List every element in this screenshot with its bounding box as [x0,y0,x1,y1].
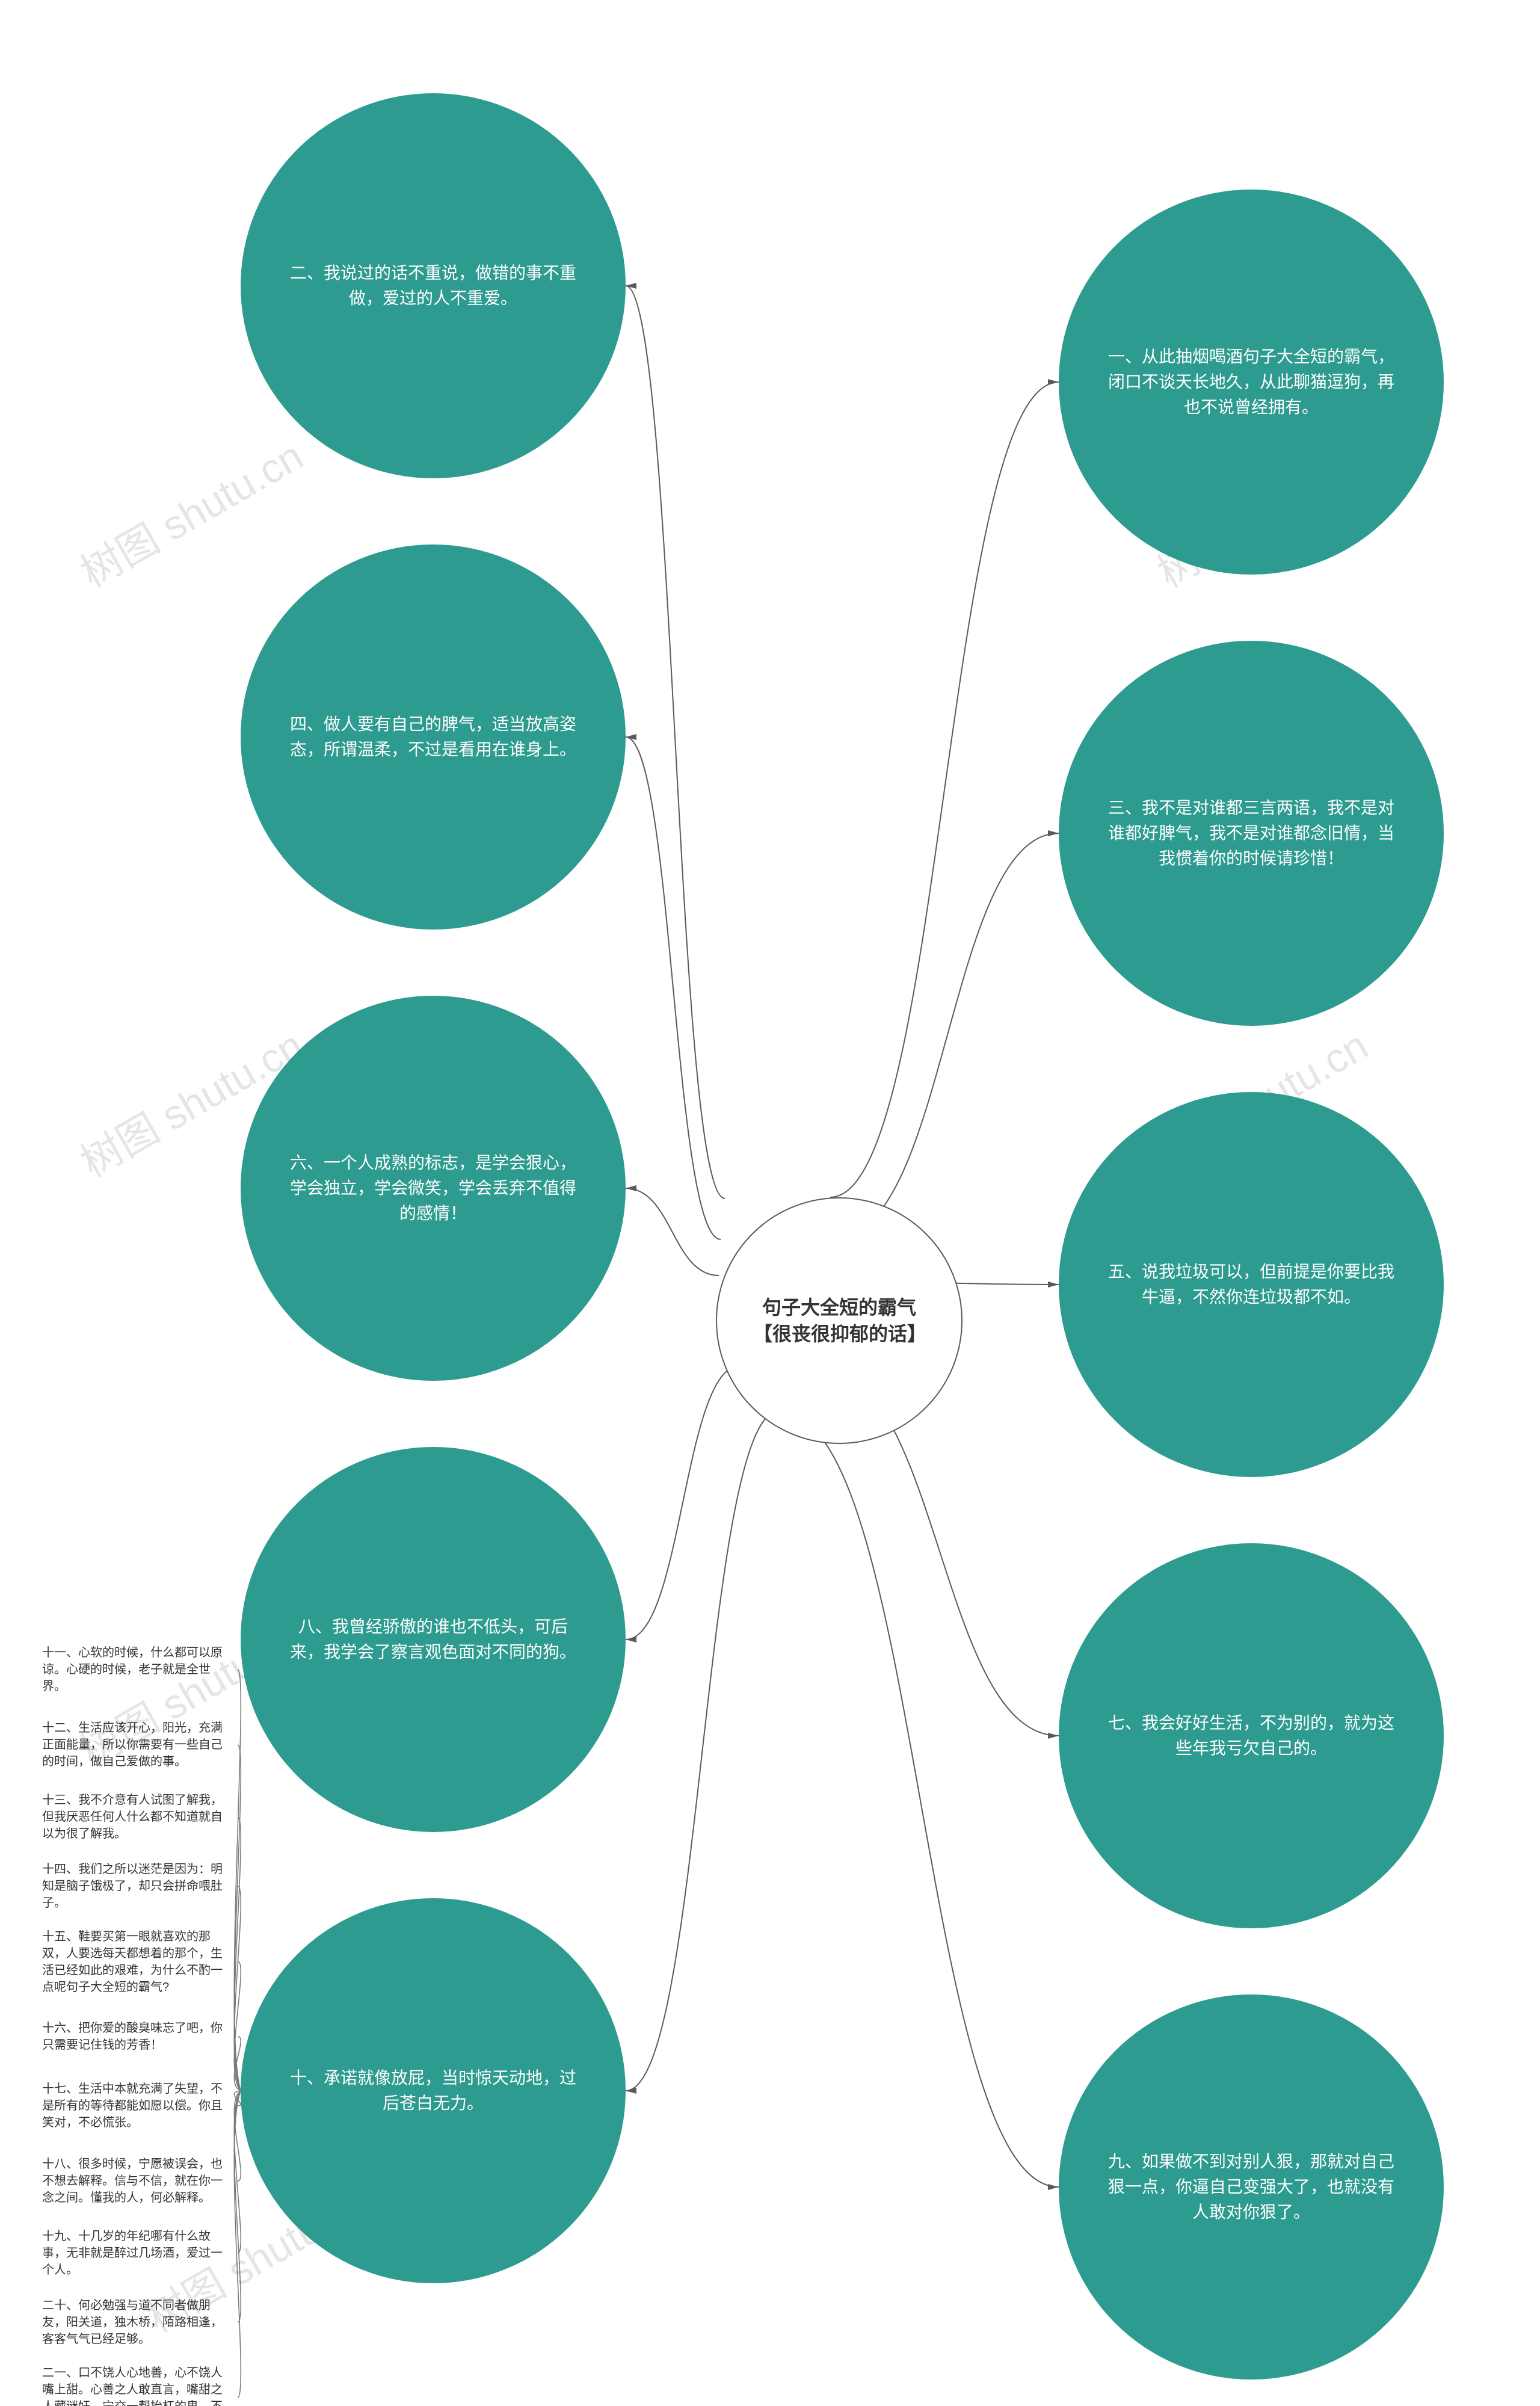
mindmap-canvas: 树图 shutu.cn树图 shutu.cn树图 shutu.cn树图 shut… [0,0,1540,2406]
branch-n10: 十、承诺就像放屁，当时惊天动地，过后苍白无力。 [241,1898,626,2283]
branch-n5: 五、说我垃圾可以，但前提是你要比我牛逼，不然你连垃圾都不如。 [1059,1092,1444,1477]
leaf-l21: 二一、口不饶人心地善，心不饶人嘴上甜。心善之人敢直言，嘴甜之人藏谜奸。宁交一帮抬… [36,2364,235,2406]
branch-n4-label: 四、做人要有自己的脾气，适当放高姿态，所谓温柔，不过是看用在谁身上。 [289,712,578,762]
watermark: 树图 shutu.cn [68,424,312,599]
leaf-l18-label: 十八、很多时候，宁愿被误会，也不想去解释。信与不信，就在你一念之间。懂我的人，何… [42,2156,229,2206]
leaf-l11-label: 十一、心软的时候，什么都可以原谅。心硬的时候，老子就是全世界。 [42,1644,229,1695]
leaf-l14-label: 十四、我们之所以迷茫是因为：明知是脑子饿极了，却只会拼命喂肚子。 [42,1861,229,1911]
center-node-label: 句子大全短的霸气【很丧很抑郁的话】 [753,1294,925,1347]
leaf-l15-label: 十五、鞋要买第一眼就喜欢的那双，人要选每天都想着的那个，生活已经如此的艰难，为什… [42,1928,229,1996]
leaf-l17: 十七、生活中本就充满了失望，不是所有的等待都能如愿以偿。你且笑对，不必慌张。 [36,2079,235,2133]
center-node: 句子大全短的霸气【很丧很抑郁的话】 [716,1197,962,1444]
leaf-l20: 二十、何必勉强与道不同者做朋友，阳关道，独木桥，陌路相逢，客客气气已经足够。 [36,2295,235,2349]
branch-n2: 二、我说过的话不重说，做错的事不重做，爱过的人不重爱。 [241,93,626,478]
branch-n3: 三、我不是对谁都三言两语，我不是对谁都好脾气，我不是对谁都念旧情，当我惯着你的时… [1059,641,1444,1026]
leaf-l19-label: 十九、十几岁的年纪哪有什么故事，无非就是醉过几场酒，爱过一个人。 [42,2228,229,2278]
leaf-l12-label: 十二、生活应该开心，阳光，充满正面能量，所以你需要有一些自己的时间，做自己爱做的… [42,1720,229,1770]
branch-n8: 八、我曾经骄傲的谁也不低头，可后来，我学会了察言观色面对不同的狗。 [241,1447,626,1832]
leaf-l16-label: 十六、把你爱的酸臭味忘了吧，你只需要记住钱的芳香！ [42,2020,229,2053]
branch-n8-label: 八、我曾经骄傲的谁也不低头，可后来，我学会了察言观色面对不同的狗。 [289,1614,578,1665]
branch-n7: 七、我会好好生活，不为别的，就为这些年我亏欠自己的。 [1059,1543,1444,1928]
branch-n7-label: 七、我会好好生活，不为别的，就为这些年我亏欠自己的。 [1107,1710,1396,1761]
branch-n2-label: 二、我说过的话不重说，做错的事不重做，爱过的人不重爱。 [289,261,578,311]
leaf-l16: 十六、把你爱的酸臭味忘了吧，你只需要记住钱的芳香！ [36,2010,235,2064]
leaf-l13-label: 十三、我不介意有人试图了解我，但我厌恶任何人什么都不知道就自以为很了解我。 [42,1792,229,1842]
branch-n1-label: 一、从此抽烟喝酒句子大全短的霸气，闭口不谈天长地久，从此聊猫逗狗，再也不说曾经拥… [1107,344,1396,420]
branch-n1: 一、从此抽烟喝酒句子大全短的霸气，闭口不谈天长地久，从此聊猫逗狗，再也不说曾经拥… [1059,190,1444,575]
branch-n10-label: 十、承诺就像放屁，当时惊天动地，过后苍白无力。 [289,2065,578,2116]
leaf-l17-label: 十七、生活中本就充满了失望，不是所有的等待都能如愿以偿。你且笑对，不必慌张。 [42,2081,229,2131]
branch-n3-label: 三、我不是对谁都三言两语，我不是对谁都好脾气，我不是对谁都念旧情，当我惯着你的时… [1107,795,1396,871]
leaf-l21-label: 二一、口不饶人心地善，心不饶人嘴上甜。心善之人敢直言，嘴甜之人藏谜奸。宁交一帮抬… [42,2364,229,2406]
leaf-l11: 十一、心软的时候，什么都可以原谅。心硬的时候，老子就是全世界。 [36,1643,235,1697]
leaf-l20-label: 二十、何必勉强与道不同者做朋友，阳关道，独木桥，陌路相逢，客客气气已经足够。 [42,2297,229,2348]
leaf-l13: 十三、我不介意有人试图了解我，但我厌恶任何人什么都不知道就自以为很了解我。 [36,1790,235,1844]
leaf-l15: 十五、鞋要买第一眼就喜欢的那双，人要选每天都想着的那个，生活已经如此的艰难，为什… [36,1928,235,1996]
branch-n5-label: 五、说我垃圾可以，但前提是你要比我牛逼，不然你连垃圾都不如。 [1107,1259,1396,1310]
branch-n9: 九、如果做不到对别人狠，那就对自己狠一点，你逼自己变强大了，也就没有人敢对你狠了… [1059,1994,1444,2380]
branch-n4: 四、做人要有自己的脾气，适当放高姿态，所谓温柔，不过是看用在谁身上。 [241,544,626,930]
branch-n9-label: 九、如果做不到对别人狠，那就对自己狠一点，你逼自己变强大了，也就没有人敢对你狠了… [1107,2149,1396,2225]
branch-n6-label: 六、一个人成熟的标志，是学会狠心，学会独立，学会微笑，学会丢弃不值得的感情！ [289,1150,578,1226]
leaf-l19: 十九、十几岁的年纪哪有什么故事，无非就是醉过几场酒，爱过一个人。 [36,2226,235,2280]
branch-n6: 六、一个人成熟的标志，是学会狠心，学会独立，学会微笑，学会丢弃不值得的感情！ [241,996,626,1381]
leaf-l12: 十二、生活应该开心，阳光，充满正面能量，所以你需要有一些自己的时间，做自己爱做的… [36,1712,235,1778]
leaf-l14: 十四、我们之所以迷茫是因为：明知是脑子饿极了，却只会拼命喂肚子。 [36,1859,235,1913]
leaf-l18: 十八、很多时候，宁愿被误会，也不想去解释。信与不信，就在你一念之间。懂我的人，何… [36,2148,235,2214]
